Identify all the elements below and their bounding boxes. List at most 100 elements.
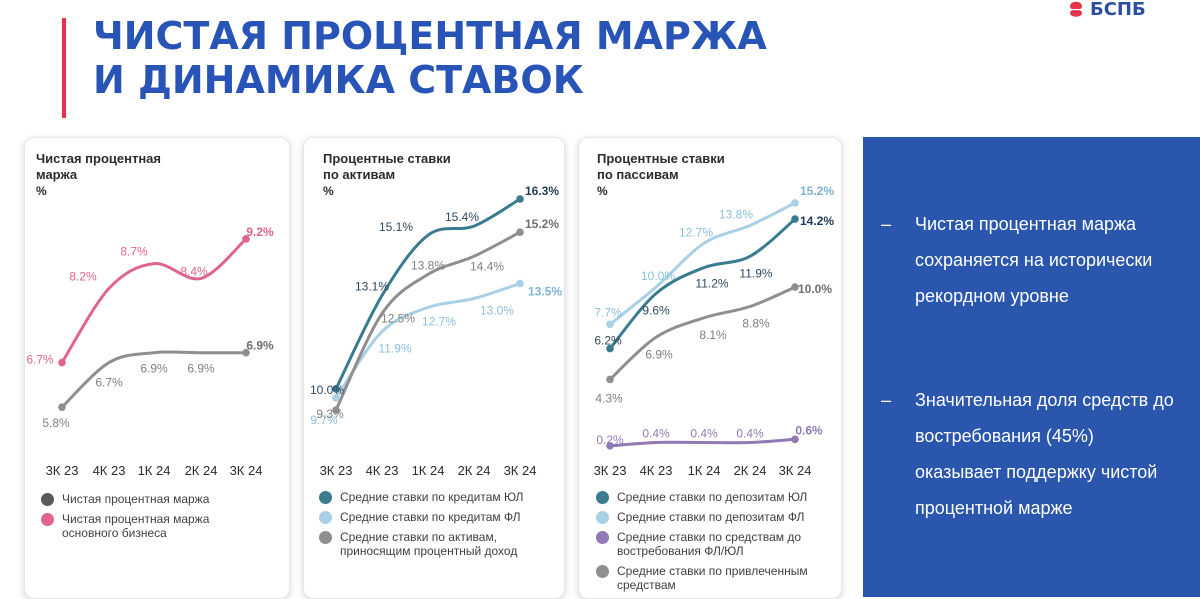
x-tick-label: 3К 24: [779, 463, 812, 478]
page-title-line-2: И ДИНАМИКА СТАВОК: [93, 58, 584, 102]
x-tick-label: 2К 24: [185, 463, 218, 478]
legend-item: Средние ставки по депозитам ФЛ: [596, 510, 836, 524]
legend-item: Средние ставки по депозитам ЮЛ: [596, 490, 836, 504]
legend-dot-icon: [319, 511, 332, 524]
data-label: 6.7%: [95, 376, 123, 390]
series-line: [60, 237, 248, 365]
data-label: 6.2%: [594, 334, 622, 348]
summary-panel: – Чистая процентная маржа сохраняется на…: [863, 137, 1200, 597]
card-title-line-1: Процентные ставки: [323, 151, 451, 166]
page-title-line-1: ЧИСТАЯ ПРОЦЕНТНАЯ МАРЖА: [93, 14, 767, 58]
data-label: 8.7%: [120, 245, 148, 259]
data-point: [58, 358, 66, 367]
data-label: 13.5%: [528, 284, 562, 298]
title-accent-bar: [62, 18, 66, 118]
data-label: 0.4%: [736, 427, 764, 441]
x-tick-label: 1К 24: [688, 463, 721, 478]
legend-item: Средние ставки по активам, приносящим про…: [319, 530, 559, 558]
chart-legend: Средние ставки по депозитам ЮЛ Средние ст…: [596, 490, 836, 598]
series-line: [60, 350, 248, 409]
data-point: [606, 375, 614, 384]
data-label: 9.7%: [310, 413, 338, 427]
legend-item: Средние ставки по кредитам ФЛ: [319, 510, 559, 524]
card-title-line-2: по пассивам: [597, 167, 679, 182]
legend-dot-icon: [41, 493, 54, 506]
data-point: [242, 235, 250, 243]
data-point: [516, 228, 524, 236]
data-label: 6.9%: [645, 347, 673, 361]
legend-item: Средние ставки по привлеченным средствам: [596, 564, 836, 592]
data-point: [516, 195, 524, 203]
bullet-text: Значительная доля средств до востребован…: [915, 390, 1174, 518]
series-line: [608, 217, 797, 351]
data-point: [516, 279, 524, 288]
page-title: ЧИСТАЯ ПРОЦЕНТНАЯ МАРЖА И ДИНАМИКА СТАВО…: [93, 14, 767, 102]
data-label: 9.2%: [246, 225, 274, 239]
summary-bullet: – Чистая процентная маржа сохраняется на…: [881, 206, 1185, 314]
data-point: [791, 435, 799, 444]
logo-text: БСПБ: [1090, 0, 1146, 20]
data-label: 11.9%: [378, 342, 411, 356]
series-line: [334, 230, 522, 412]
data-label: 12.5%: [381, 312, 415, 326]
card-title-line-2: маржа: [36, 167, 78, 182]
data-label: 0.4%: [690, 427, 718, 441]
bullet-dash: –: [881, 214, 892, 234]
legend-label: Средние ставки по депозитам ФЛ: [617, 510, 805, 524]
card-unit: %: [36, 184, 47, 198]
liability-rates-card: Процентные ставки по пассивам % 6.2% 9.6%…: [578, 137, 842, 599]
legend-dot-icon: [319, 491, 332, 504]
legend-dot-icon: [41, 513, 54, 526]
card-unit: %: [323, 184, 334, 198]
legend-item: Средние ставки по кредитам ЮЛ: [319, 490, 559, 504]
card-title: Процентные ставки по пассивам: [597, 151, 725, 183]
x-tick-label: 3К 23: [594, 463, 627, 478]
data-label: 12.7%: [422, 315, 456, 329]
bank-logo: БСПБ: [1068, 0, 1146, 20]
data-label: 11.9%: [739, 266, 772, 280]
data-label: 0.2%: [596, 433, 624, 447]
data-point: [606, 344, 614, 353]
legend-label: Средние ставки по кредитам ЮЛ: [340, 490, 524, 504]
data-point: [242, 348, 250, 357]
data-label: 6.7%: [26, 353, 54, 367]
legend-dot-icon: [596, 565, 609, 578]
legend-item: Средние ставки по средствам до востребова…: [596, 530, 836, 558]
card-title-line-1: Процентные ставки: [597, 151, 725, 166]
data-label: 9.3%: [316, 407, 344, 421]
data-label: 13.8%: [411, 258, 445, 272]
data-label: 9.6%: [642, 304, 670, 318]
data-label: 15.2%: [525, 217, 559, 231]
data-point: [606, 442, 614, 450]
legend-label: Средние ставки по активам, приносящим про…: [340, 530, 518, 558]
card-unit: %: [597, 184, 608, 198]
x-tick-label: 3К 23: [320, 463, 353, 478]
data-point: [332, 385, 340, 393]
data-label: 13.8%: [719, 208, 753, 222]
data-label: 13.0%: [480, 304, 514, 318]
legend-label: Средние ставки по депозитам ЮЛ: [617, 490, 808, 504]
data-label: 8.2%: [69, 269, 97, 283]
data-label: 4.3%: [595, 391, 623, 405]
bullet-text: Чистая процентная маржа сохраняется на и…: [915, 214, 1153, 306]
asset-rates-chart: 10.0% 13.1% 15.1% 15.4% 16.3% 9.7% 11.9% 12.7% 1…: [310, 184, 562, 478]
summary-bullet: – Значительная доля средств до востребов…: [881, 382, 1185, 526]
card-title: Процентные ставки по активам: [323, 151, 451, 183]
series-line: [334, 281, 522, 400]
data-label: 10.0%: [798, 282, 832, 296]
legend-dot-icon: [319, 531, 332, 544]
legend-label: Чистая процентная маржа основного бизнеса: [62, 512, 210, 540]
x-tick-label: 2К 24: [734, 463, 767, 478]
data-point: [791, 283, 799, 291]
series-line: [334, 197, 522, 391]
x-tick-label: 3К 23: [46, 463, 79, 478]
data-label: 5.8%: [42, 416, 70, 430]
data-label: 6.9%: [246, 339, 274, 353]
data-label: 16.3%: [525, 184, 559, 198]
data-label: 15.1%: [379, 220, 413, 234]
data-label: 7.7%: [594, 305, 622, 319]
legend-item: Чистая процентная маржа основного бизнеса: [41, 512, 281, 540]
data-label: 15.4%: [445, 210, 479, 224]
x-tick-label: 1К 24: [412, 463, 445, 478]
data-label: 6.9%: [140, 362, 168, 376]
